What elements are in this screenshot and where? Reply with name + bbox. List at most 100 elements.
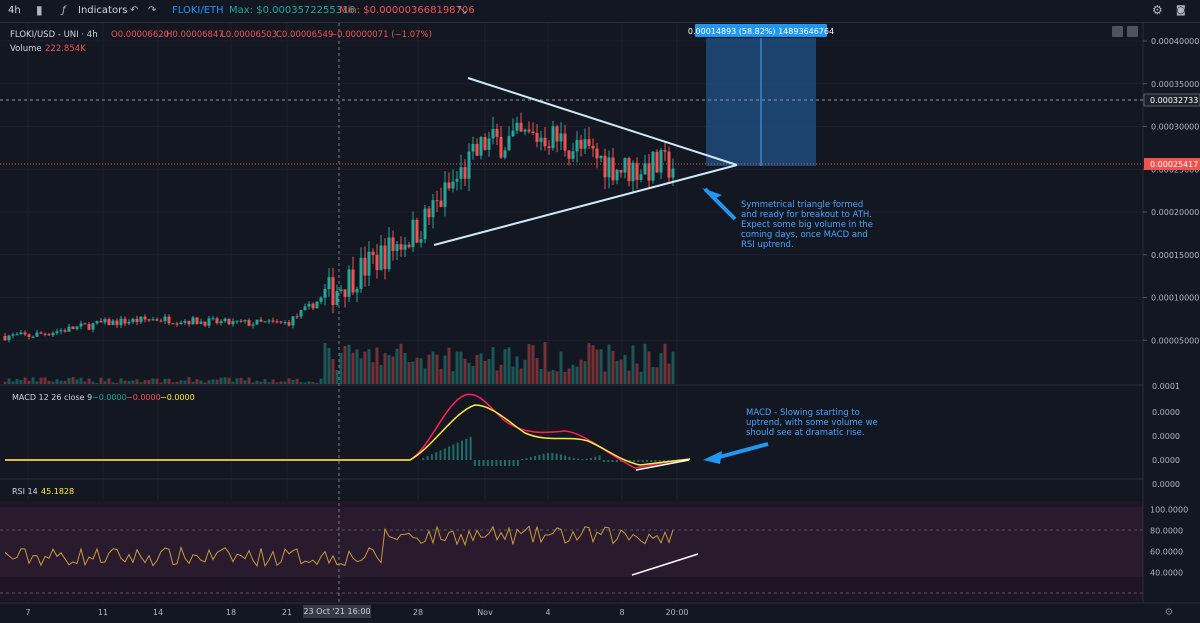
volume-bar bbox=[387, 355, 391, 384]
candle-body bbox=[479, 137, 483, 156]
macd-histogram-bar bbox=[633, 460, 635, 462]
volume-bar bbox=[107, 378, 111, 384]
candle-body bbox=[131, 318, 135, 322]
candle-body bbox=[451, 181, 455, 189]
candle-body bbox=[359, 257, 363, 289]
rsi-pane bbox=[4, 525, 674, 568]
macd-value-3: −0.0000 bbox=[160, 393, 195, 402]
macd-annotation: MACD - Slowing starting to uptrend, with… bbox=[746, 408, 881, 438]
candle-body bbox=[667, 151, 671, 178]
candle-body bbox=[307, 303, 311, 307]
volume-bar bbox=[231, 381, 235, 384]
volume-bar bbox=[355, 349, 359, 384]
candle-body bbox=[543, 137, 547, 147]
interval-selector[interactable]: 4h bbox=[8, 5, 21, 16]
macd-trendline[interactable] bbox=[635, 459, 690, 471]
rsi-trendline[interactable] bbox=[631, 553, 699, 576]
volume-bar bbox=[235, 378, 239, 384]
chart-canvas[interactable]: 0.00014893 (58.82%) 14893646764 Symmetri… bbox=[0, 23, 1200, 623]
candle-body bbox=[167, 316, 171, 324]
candle-body bbox=[539, 137, 543, 142]
candle-body bbox=[163, 316, 167, 322]
candle-body bbox=[119, 318, 123, 326]
volume-bar bbox=[259, 381, 263, 384]
candle-body bbox=[179, 322, 183, 325]
volume-bar bbox=[527, 344, 531, 384]
volume-bar bbox=[59, 380, 63, 384]
candle-body bbox=[151, 319, 155, 321]
candle-body bbox=[363, 257, 367, 276]
camera-icon[interactable]: ◙ bbox=[1176, 5, 1186, 16]
volume-bars bbox=[3, 342, 675, 384]
candle-body bbox=[423, 208, 427, 240]
undo-icon[interactable]: ↶ bbox=[130, 5, 139, 16]
volume-bar bbox=[131, 380, 135, 384]
redo-icon[interactable]: ↷ bbox=[148, 5, 157, 16]
expand-icon[interactable]: ⤡ bbox=[458, 5, 466, 16]
measure-label: 0.00014893 (58.82%) 14893646764 bbox=[688, 27, 834, 36]
candles-icon[interactable]: ▮ bbox=[36, 3, 43, 17]
candle-body bbox=[463, 167, 467, 179]
candle-body bbox=[343, 289, 347, 297]
settings-icon[interactable]: ⚙ bbox=[1152, 3, 1163, 17]
price-axis-label: 0.00040000 bbox=[1151, 37, 1199, 46]
volume-bar bbox=[3, 381, 7, 384]
indicators-button[interactable]: Indicators bbox=[78, 5, 128, 16]
measure-label-bg bbox=[695, 24, 827, 37]
candle-body bbox=[251, 324, 255, 326]
scroll-down-icon[interactable] bbox=[1112, 26, 1123, 37]
macd-histogram-bar bbox=[555, 453, 558, 460]
candle-body bbox=[631, 162, 635, 182]
volume-bar bbox=[23, 377, 27, 384]
volume-bar bbox=[223, 377, 227, 384]
volume-bar bbox=[379, 365, 383, 384]
candle-body bbox=[519, 122, 523, 132]
current-price-badge-text: 0.00025417 bbox=[1150, 160, 1198, 169]
candle-body bbox=[67, 326, 71, 332]
triangle-lower-trendline[interactable] bbox=[433, 164, 738, 246]
axis-settings-icon[interactable]: ⚙ bbox=[1165, 607, 1174, 618]
volume-bar bbox=[135, 379, 139, 384]
candle-body bbox=[231, 321, 235, 325]
candle-body bbox=[567, 150, 571, 159]
candle-body bbox=[263, 321, 267, 323]
volume-bar bbox=[499, 364, 503, 384]
candle-body bbox=[191, 317, 195, 325]
candle-body bbox=[3, 335, 7, 341]
time-axis[interactable]: 7 11 14 18 21 28 Nov 4 8 20:00 bbox=[25, 608, 688, 617]
compare-symbol[interactable]: FLOKI/ETH bbox=[172, 5, 224, 16]
volume-bar bbox=[663, 343, 667, 384]
volume-bar bbox=[511, 366, 515, 384]
macd-histogram-bar bbox=[448, 446, 451, 460]
volume-bar bbox=[519, 368, 523, 384]
rsi-axis-label: 80.0000 bbox=[1150, 527, 1183, 536]
crosshair-time-label: 23 Oct '21 16:00 bbox=[303, 607, 370, 616]
macd-axis: 0.0000 0.0000 0.0000 0.0000 bbox=[1152, 408, 1180, 489]
legend-close: C0.00006549 bbox=[276, 30, 333, 40]
candle-body bbox=[71, 326, 75, 330]
time-axis-label: 14 bbox=[153, 608, 163, 617]
triangle-upper-trendline[interactable] bbox=[467, 77, 738, 166]
volume-bar bbox=[299, 382, 303, 384]
candle-body bbox=[187, 321, 191, 325]
candle-body bbox=[431, 200, 435, 218]
candle-body bbox=[443, 182, 447, 207]
volume-bar bbox=[43, 377, 47, 384]
volume-bar bbox=[19, 379, 23, 384]
candle-body bbox=[55, 331, 59, 334]
rsi-title: RSI 14 bbox=[12, 487, 38, 496]
candle-body bbox=[39, 332, 43, 334]
macd-histogram-bar bbox=[469, 436, 472, 460]
candle-body bbox=[63, 330, 67, 332]
maximize-pane-icon[interactable] bbox=[1127, 26, 1138, 37]
candle-body bbox=[195, 317, 199, 324]
candle-body bbox=[327, 277, 331, 290]
volume-bar bbox=[427, 354, 431, 384]
fx-icon[interactable]: ƒ bbox=[62, 5, 66, 16]
candle-body bbox=[103, 319, 107, 323]
volume-bar bbox=[487, 359, 491, 384]
volume-bar bbox=[455, 351, 459, 384]
macd-histogram-bar bbox=[491, 460, 494, 466]
macd-histogram-bar bbox=[482, 460, 485, 466]
candle-body bbox=[575, 139, 579, 152]
